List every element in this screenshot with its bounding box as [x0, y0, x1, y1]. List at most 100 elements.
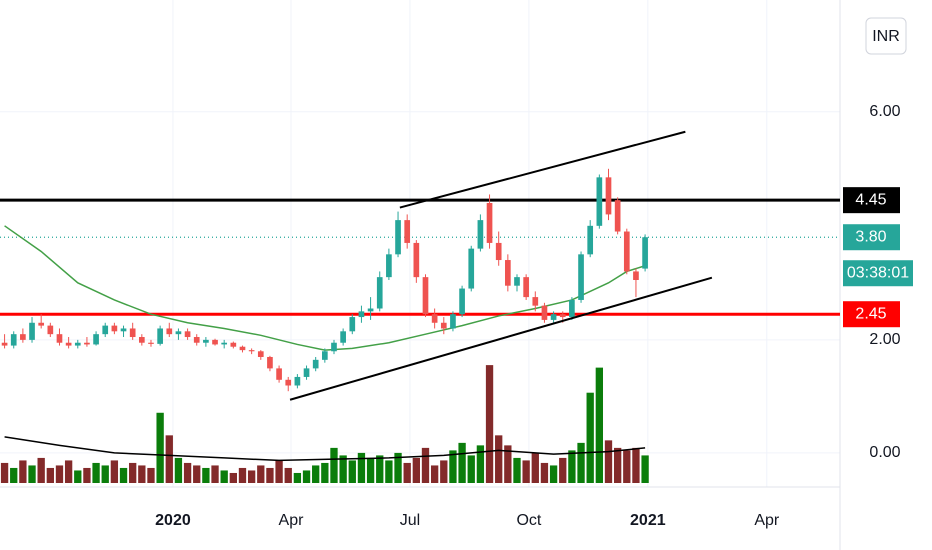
volume-bar [19, 460, 27, 483]
volume-bar [339, 455, 347, 483]
candle-body [312, 359, 319, 369]
volume-bar [101, 465, 109, 483]
currency-button[interactable] [865, 17, 907, 55]
candle-body [148, 342, 154, 344]
volume-bar [0, 462, 9, 483]
x-tick-label: 2020 [155, 512, 191, 529]
trend-line [289, 276, 713, 401]
candle-body [413, 242, 420, 278]
candle-body [440, 322, 447, 329]
candle-body [614, 200, 621, 232]
candle-body [569, 299, 575, 318]
candle-body [294, 376, 301, 386]
volume-bar [641, 455, 649, 483]
volume-bar [266, 467, 274, 483]
candle-body [303, 368, 310, 377]
countdown: 03:38:01 [847, 264, 909, 281]
x-tick-label: 2021 [630, 512, 666, 529]
candle-body [331, 342, 337, 352]
candle-body [431, 314, 438, 323]
volume-bar [119, 467, 128, 483]
candle-body [642, 237, 648, 269]
volume-bar [604, 440, 613, 483]
volume-bar [430, 465, 439, 483]
volume-bar [385, 460, 393, 483]
price-tag-box [843, 187, 900, 214]
candle-body [175, 331, 182, 335]
candle-body [340, 331, 346, 343]
volume-bar [403, 462, 411, 483]
candle-body [221, 342, 228, 345]
candle-body [605, 177, 612, 215]
volume-bar [247, 470, 256, 483]
volume-bar [55, 465, 64, 483]
volume-bar [46, 467, 54, 483]
candle-body [203, 339, 209, 343]
volume-bar [138, 465, 146, 483]
candle-body [633, 271, 639, 280]
volume-bar [211, 465, 219, 483]
candle-body [29, 322, 35, 340]
candle-body [74, 342, 81, 346]
volume-bar [531, 452, 539, 483]
volume-bar [513, 457, 521, 483]
volume-bar [440, 460, 448, 483]
x-tick-label: Oct [516, 512, 541, 529]
candle-body [450, 314, 456, 329]
candle-body [276, 368, 282, 380]
candle-body [386, 254, 392, 278]
volume-bar [421, 447, 430, 483]
volume-bar [110, 460, 119, 483]
candle-body [184, 331, 191, 338]
volume-bar [357, 452, 366, 483]
volume-bar [129, 462, 137, 483]
candle-body [404, 220, 411, 243]
candle-body [623, 231, 630, 272]
candle-body [495, 242, 502, 261]
trend-line [399, 130, 686, 209]
candle-body [459, 288, 465, 315]
candle-body [541, 305, 548, 320]
candle-body [559, 314, 566, 318]
candle-body [285, 379, 292, 386]
candle-body [422, 277, 429, 315]
currency-label[interactable]: INR [872, 28, 900, 45]
volume-bar [156, 412, 164, 483]
volume-bar [458, 442, 466, 483]
candle-body [505, 260, 511, 286]
volume-bar [522, 460, 530, 483]
candle-body [56, 334, 63, 343]
volume-bar [321, 462, 329, 483]
volume-bar [220, 470, 228, 483]
volume-bar [83, 467, 91, 483]
volume-bar [165, 435, 173, 483]
candle-body [129, 328, 136, 338]
volume-bar [64, 460, 73, 483]
candle-body [550, 314, 557, 320]
volume-bar [366, 457, 375, 483]
candle-body [65, 342, 72, 346]
price-tag: 2.45 [855, 305, 886, 322]
candle-body [596, 177, 603, 226]
volume-bar [549, 465, 558, 483]
y-tick-label: 2.00 [869, 331, 900, 348]
volume-bar [330, 447, 338, 483]
volume-bar [293, 472, 302, 483]
volume-bar [485, 365, 494, 483]
volume-bar [257, 465, 265, 483]
candle-body [532, 297, 539, 306]
price-tag-box [843, 301, 900, 328]
candle-body [230, 342, 237, 347]
price-ma-line [4, 225, 646, 351]
candle-body [239, 346, 246, 351]
volume-bar [10, 467, 18, 483]
volume-bar [376, 455, 384, 483]
volume-bar [586, 392, 594, 483]
candle-body [10, 334, 17, 346]
volume-bar [595, 367, 604, 483]
candle-body [468, 248, 475, 289]
price-tag: 4.45 [855, 191, 886, 208]
last-price-tag-box [843, 224, 900, 251]
volume-bar [559, 457, 567, 483]
volume-bar [394, 452, 402, 483]
